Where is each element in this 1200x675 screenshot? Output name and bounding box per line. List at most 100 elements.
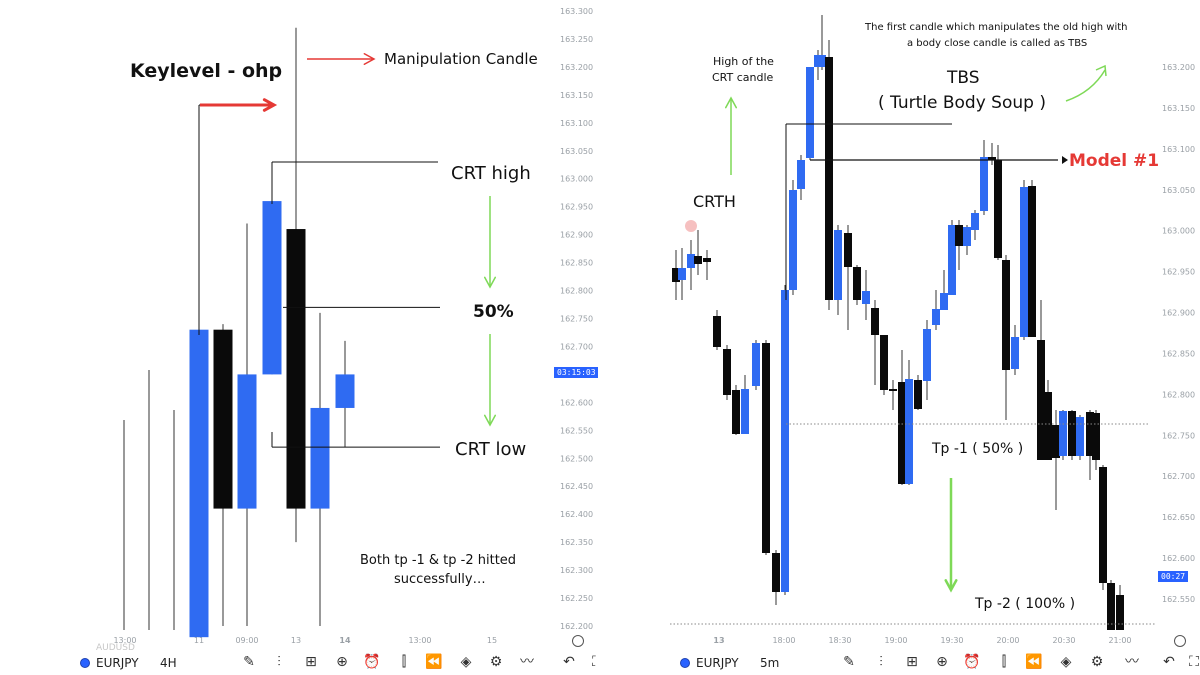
x-axis-tick: 21:00 xyxy=(1108,636,1131,645)
bull-candle xyxy=(1011,337,1019,369)
bear-candle xyxy=(871,308,879,335)
timeframe-selector[interactable]: 5m xyxy=(760,655,780,670)
bull-candle xyxy=(963,227,971,246)
drawing-icon[interactable]: 〰 xyxy=(1125,654,1139,670)
keylevel-label: Keylevel - ohp xyxy=(130,60,283,82)
x-axis-tick: 13:00 xyxy=(113,636,136,645)
bull-candle xyxy=(806,67,814,158)
add-icon[interactable]: ⊕ xyxy=(336,654,348,670)
layout-icon[interactable]: ⊞ xyxy=(906,654,918,670)
result-note-line2: successfully… xyxy=(394,572,486,587)
right-chart-panel[interactable]: 163.200 163.150 163.100 163.050 163.000 162.9… xyxy=(600,0,1200,675)
candles-icon[interactable]: ⫿ xyxy=(401,654,407,670)
y-axis-tick: 162.850 xyxy=(560,259,593,268)
candles-icon[interactable]: ⫿ xyxy=(1001,654,1007,670)
y-axis-tick: 162.250 xyxy=(560,594,593,603)
x-axis-tick: 11 xyxy=(194,636,204,645)
crt-low-label: CRT low xyxy=(455,439,527,460)
y-axis-tick: 163.050 xyxy=(1162,186,1195,195)
x-axis-tick: 09:00 xyxy=(235,636,258,645)
timeframe-selector[interactable]: 4H xyxy=(160,655,177,670)
y-axis-tick: 163.200 xyxy=(560,63,593,72)
tp1-label: Tp -1 ( 50% ) xyxy=(932,441,1024,457)
y-axis-tick: 162.600 xyxy=(1162,554,1195,563)
high-of-crt-line1: High of the xyxy=(713,55,774,68)
x-axis-tick: 19:00 xyxy=(884,636,907,645)
alarm-icon[interactable]: ⏰ xyxy=(363,654,381,670)
bear-candle xyxy=(1028,186,1036,337)
bull-candle xyxy=(940,293,948,310)
bull-candle xyxy=(237,374,257,509)
pen-icon[interactable]: ✎ xyxy=(243,654,255,670)
bear-candle xyxy=(713,316,721,347)
replay-icon[interactable]: ⏪ xyxy=(1025,654,1043,670)
settings-sliders-icon[interactable]: ⚙ xyxy=(1090,654,1104,670)
symbol-selector[interactable]: EURJPY xyxy=(80,656,139,670)
indicators-icon[interactable]: ⫶ xyxy=(879,654,883,670)
crth-marker xyxy=(685,220,697,232)
bear-candle xyxy=(844,233,852,267)
y-axis-tick: 162.950 xyxy=(1162,268,1195,277)
fullscreen-icon[interactable]: ⛶ xyxy=(1189,654,1199,670)
green-curve-arrow-head xyxy=(1095,64,1107,77)
y-axis-tick: 163.000 xyxy=(560,175,593,184)
bull-candle xyxy=(980,157,988,211)
right-candlestick-chart[interactable]: 163.200 163.150 163.100 163.050 163.000 162.9… xyxy=(600,0,1200,650)
bull-candle xyxy=(797,160,805,189)
bear-candle xyxy=(1037,340,1045,460)
y-axis-tick: 162.700 xyxy=(560,342,593,351)
axis-settings-icon[interactable] xyxy=(1174,635,1186,647)
x-axis-tick: 14 xyxy=(339,636,351,645)
bear-candle xyxy=(898,382,906,484)
axis-settings-icon[interactable] xyxy=(572,635,584,647)
tbs-label: TBS xyxy=(947,68,980,88)
bull-candle xyxy=(1020,187,1028,337)
green-down-arrow-head xyxy=(944,579,958,593)
layers-icon[interactable]: ◈ xyxy=(1060,654,1072,670)
bear-candle xyxy=(286,229,306,509)
tbs-definition-line2: a body close candle is called as TBS xyxy=(907,38,1088,49)
bull-candle xyxy=(948,225,956,295)
panel-divider xyxy=(598,0,600,675)
green-curve-arrow xyxy=(1065,69,1106,102)
bear-candle xyxy=(914,380,922,409)
y-axis-tick: 163.150 xyxy=(560,91,593,100)
indicators-icon[interactable]: ⫶ xyxy=(277,654,281,670)
y-axis-tick: 162.900 xyxy=(1162,309,1195,318)
drawing-icon[interactable]: 〰 xyxy=(520,654,534,670)
price-timer-tag: 00:27 xyxy=(1158,571,1189,582)
bear-candle xyxy=(213,329,233,509)
keylevel-arrow-head xyxy=(262,98,278,112)
y-axis-tick: 162.750 xyxy=(1162,431,1195,440)
y-axis-tick: 162.850 xyxy=(1162,349,1195,358)
fullscreen-icon[interactable]: ⛶ xyxy=(592,654,600,670)
settings-sliders-icon[interactable]: ⚙ xyxy=(489,654,503,670)
add-icon[interactable]: ⊕ xyxy=(936,654,948,670)
y-axis-tick: 163.300 xyxy=(560,7,593,16)
tp2-label: Tp -2 ( 100% ) xyxy=(975,596,1076,612)
left-candlestick-chart[interactable]: 163.300 163.250 163.200 163.150 163.100 163.0… xyxy=(0,0,600,650)
symbol-selector[interactable]: EURJPY xyxy=(680,656,739,670)
y-axis-tick: 162.800 xyxy=(1162,390,1195,399)
undo-icon[interactable]: ↶ xyxy=(563,654,575,670)
tbs-definition-line1: The first candle which manipulates the o… xyxy=(865,22,1128,33)
bear-candle xyxy=(994,160,1002,258)
alarm-icon[interactable]: ⏰ xyxy=(963,654,981,670)
symbol-flag-icon xyxy=(680,657,690,668)
bull-candle xyxy=(741,389,749,434)
y-axis-tick: 163.050 xyxy=(560,147,593,156)
turtle-body-soup-label: ( Turtle Body Soup ) xyxy=(878,93,1046,113)
bull-candle xyxy=(310,407,330,509)
x-axis-tick: 20:00 xyxy=(996,636,1019,645)
layers-icon[interactable]: ◈ xyxy=(460,654,472,670)
y-axis-tick: 163.150 xyxy=(1162,104,1195,113)
layout-icon[interactable]: ⊞ xyxy=(305,654,317,670)
left-chart-panel[interactable]: 163.300 163.250 163.200 163.150 163.100 163.0… xyxy=(0,0,600,675)
symbol-label: EURJPY xyxy=(96,655,139,670)
model-label: Model #1 xyxy=(1069,151,1160,171)
undo-icon[interactable]: ↶ xyxy=(1163,654,1175,670)
bear-candle xyxy=(853,267,861,300)
pen-icon[interactable]: ✎ xyxy=(843,654,855,670)
right-bottom-toolbar: EURJPY 5m ✎ ⫶ ⊞ ⊕ ⏰ ⫿ ⏪ ◈ ⚙ 〰 ↶ ⛶ xyxy=(600,650,1200,675)
replay-icon[interactable]: ⏪ xyxy=(425,654,443,670)
